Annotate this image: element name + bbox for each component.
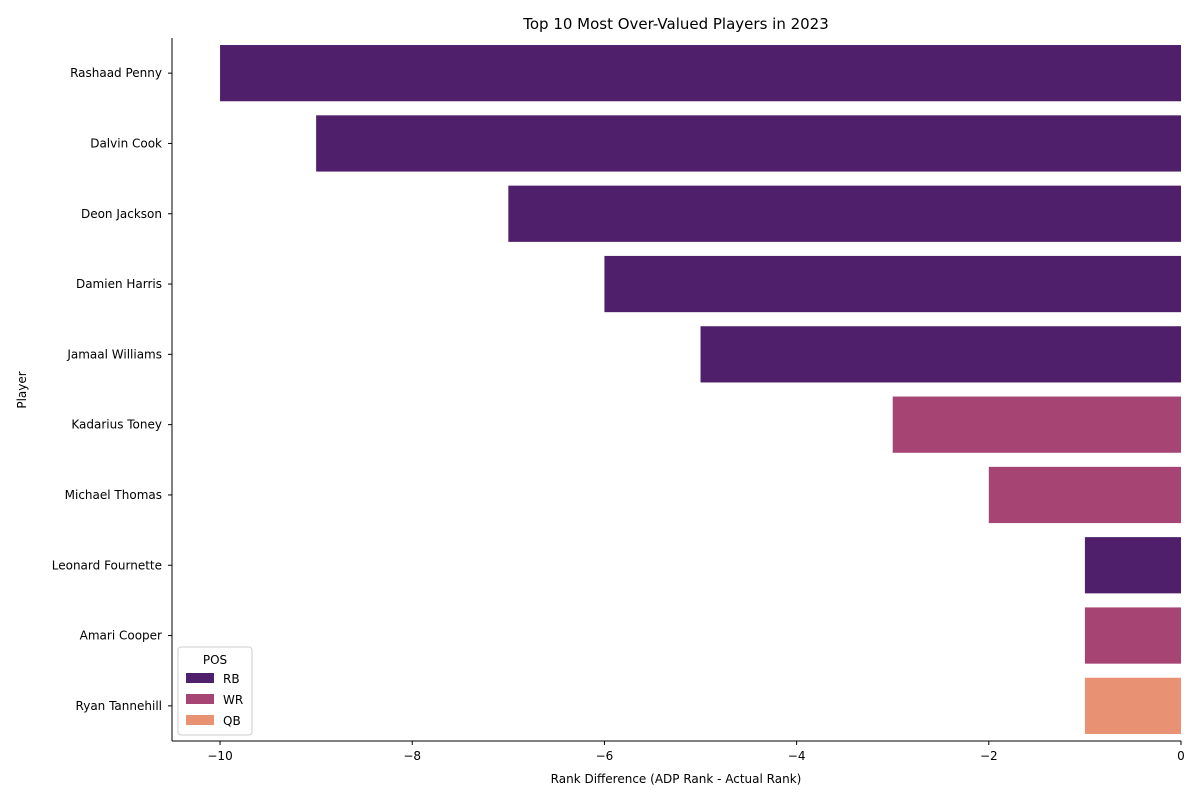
chart-title: Top 10 Most Over-Valued Players in 2023: [522, 15, 829, 33]
legend-swatch: [186, 673, 214, 683]
bar: [1084, 537, 1181, 594]
y-tick-label: Ryan Tannehill: [76, 699, 162, 713]
bar: [508, 185, 1181, 242]
bar: [700, 326, 1181, 383]
bar: [1084, 677, 1181, 734]
legend-label: WR: [223, 693, 243, 707]
legend-title: POS: [203, 653, 227, 667]
x-tick-label: −4: [788, 749, 806, 763]
y-tick-label: Rashaad Penny: [70, 66, 162, 80]
bar: [604, 255, 1181, 313]
x-tick-label: −10: [207, 749, 232, 763]
bars-group: [220, 45, 1182, 734]
x-axis-title: Rank Difference (ADP Rank - Actual Rank): [551, 772, 802, 786]
x-tick-label: 0: [1177, 749, 1185, 763]
legend: POS RB WR QB: [177, 646, 253, 736]
axes-group: −10 −8 −6 −4 −2 0 Rashaad Penny Dalvin Cook Deon…: [52, 38, 1185, 763]
y-tick-label: Leonard Fournette: [52, 558, 162, 572]
y-tick-label: Michael Thomas: [65, 488, 162, 502]
y-tick-label: Dalvin Cook: [90, 136, 162, 150]
legend-label: QB: [223, 714, 241, 728]
x-tick-label: −2: [980, 749, 998, 763]
y-axis-title: Player: [15, 371, 29, 408]
legend-swatch: [186, 715, 214, 725]
x-tick-label: −8: [403, 749, 421, 763]
y-tick-label: Kadarius Toney: [71, 418, 162, 432]
x-tick-label: −6: [596, 749, 614, 763]
legend-frame: [177, 646, 253, 736]
bar: [316, 115, 1182, 172]
y-tick-label: Jamaal Williams: [66, 347, 162, 361]
bar: [220, 45, 1182, 102]
legend-label: RB: [223, 672, 240, 686]
legend-swatch: [186, 694, 214, 704]
y-tick-label: Deon Jackson: [81, 207, 162, 221]
bar: [988, 466, 1181, 524]
bar: [892, 396, 1181, 453]
bar: [1084, 607, 1181, 664]
y-tick-label: Damien Harris: [76, 277, 162, 291]
y-tick-label: Amari Cooper: [80, 629, 162, 643]
